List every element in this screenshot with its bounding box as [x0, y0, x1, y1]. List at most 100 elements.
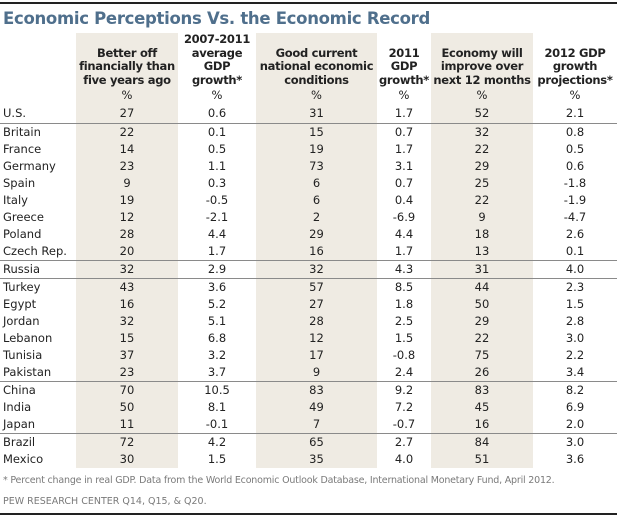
cell-value: 83 [431, 381, 533, 399]
cell-value: 0.3 [207, 176, 227, 190]
cell-value: 1.7 [377, 243, 431, 261]
cell-value: 32 [431, 123, 533, 141]
country-name: Spain [3, 176, 36, 190]
cell-value: 2.0 [533, 416, 617, 434]
cell-value: 0.6 [565, 159, 585, 173]
table-row: Japan 11 -0.1 7 -0.7 16 2.0 [0, 416, 617, 434]
cell-value: 4.0 [394, 452, 414, 466]
cell-value: 44 [431, 278, 533, 296]
table-row: France 14 0.5 19 1.7 22 0.5 [0, 141, 617, 158]
country-name: Czech Rep. [0, 243, 76, 261]
cell-value: 11 [76, 416, 178, 434]
cell-value: 27 [256, 296, 377, 313]
country-name: Pakistan [0, 364, 76, 382]
cell-value: 50 [76, 399, 178, 416]
cell-value: 15 [76, 330, 178, 347]
cell-value: 29 [431, 313, 533, 330]
cell-value: 16 [431, 416, 533, 434]
cell-value: 1.5 [565, 297, 585, 311]
cell-value: 0.1 [533, 243, 617, 261]
cell-value: 29 [256, 226, 377, 243]
column-header: Better off financially than five years a… [76, 33, 178, 103]
cell-value: 0.5 [565, 142, 585, 156]
table-row: Tunisia 37 3.2 17 -0.8 75 2.2 [0, 347, 617, 364]
column-header: 2011 GDP growth*% [377, 33, 431, 103]
country-name: China [3, 383, 36, 397]
cell-value: 1.7 [178, 243, 256, 261]
cell-value: 23 [76, 158, 178, 175]
cell-value: 32 [76, 260, 178, 279]
cell-value: 0.6 [178, 103, 256, 124]
cell-value: 7.2 [394, 400, 414, 414]
cell-value: 32 [256, 260, 377, 279]
cell-value: 6 [256, 192, 377, 209]
cell-value: 0.1 [207, 125, 227, 139]
cell-value: 22 [431, 141, 533, 158]
cell-value: 2 [256, 209, 377, 226]
cell-value: 32 [76, 313, 178, 330]
country-name: Russia [0, 260, 76, 279]
cell-value: 13 [431, 243, 533, 261]
table-row: Italy 19 -0.5 6 0.4 22 -1.9 [0, 192, 617, 209]
country-name: France [3, 142, 42, 156]
cell-value: 8.2 [565, 383, 585, 397]
table-row: Russia 32 2.9 32 4.3 31 4.0 [0, 260, 617, 279]
column-header: Economy will improve over next 12 months… [431, 33, 533, 103]
cell-value: 30 [76, 451, 178, 468]
table-row: Jordan 32 5.1 28 2.5 29 2.8 [0, 313, 617, 330]
column-label: 2012 GDP growth projections* [537, 45, 613, 87]
cell-value: 3.0 [565, 331, 585, 345]
cell-value: -2.1 [205, 210, 229, 224]
cell-value: 51 [431, 451, 533, 468]
cell-value: 17 [256, 347, 377, 364]
cell-value: 35 [256, 451, 377, 468]
cell-value: 4.4 [394, 227, 414, 241]
column-unit: % [569, 88, 581, 102]
table-row: Mexico 30 1.5 35 4.0 51 3.6 [0, 451, 617, 468]
table-row: Czech Rep. 20 1.7 16 1.7 13 0.1 [0, 243, 617, 261]
cell-value: 1.1 [207, 159, 227, 173]
country-name: Lebanon [3, 331, 53, 345]
cell-value: 72 [76, 433, 178, 451]
cell-value: 83 [256, 381, 377, 399]
cell-value: 19 [256, 141, 377, 158]
cell-value: 6.8 [207, 331, 227, 345]
table-row: Pakistan 23 3.7 9 2.4 26 3.4 [0, 364, 617, 382]
table-row: U.S. 27 0.6 31 1.7 52 2.1 [0, 103, 617, 124]
cell-value: 29 [431, 158, 533, 175]
cell-value: 2.5 [394, 314, 414, 328]
column-unit: % [211, 88, 223, 102]
cell-value: 3.7 [178, 364, 256, 382]
table-row: India 50 8.1 49 7.2 45 6.9 [0, 399, 617, 416]
table-row: Turkey 43 3.6 57 8.5 44 2.3 [0, 278, 617, 296]
table-row: Britain 22 0.1 15 0.7 32 0.8 [0, 123, 617, 141]
cell-value: 22 [431, 330, 533, 347]
table-row: Egypt 16 5.2 27 1.8 50 1.5 [0, 296, 617, 313]
cell-value: 3.6 [565, 452, 585, 466]
cell-value: -0.7 [377, 416, 431, 434]
country-name: Egypt [3, 297, 37, 311]
cell-value: 10.5 [204, 383, 230, 397]
country-name: Britain [3, 125, 41, 139]
cell-value: 84 [431, 433, 533, 451]
cell-value: 1.8 [394, 297, 414, 311]
cell-value: 4.2 [207, 435, 227, 449]
cell-value: 75 [431, 347, 533, 364]
column-unit: % [121, 88, 133, 102]
cell-value: 2.4 [377, 364, 431, 382]
cell-value: 26 [431, 364, 533, 382]
cell-value: 31 [256, 103, 377, 124]
column-unit: % [476, 88, 488, 102]
cell-value: 1.5 [207, 452, 227, 466]
cell-value: 28 [76, 226, 178, 243]
cell-value: 3.6 [207, 280, 227, 294]
cell-value: 16 [256, 243, 377, 261]
cell-value: 0.7 [394, 176, 414, 190]
cell-value: 57 [256, 278, 377, 296]
country-name: Turkey [3, 280, 41, 294]
table-row: Lebanon 15 6.8 12 1.5 22 3.0 [0, 330, 617, 347]
cell-value: 28 [256, 313, 377, 330]
column-header: 2007-2011 average GDP growth*% [178, 32, 256, 103]
country-name: Greece [3, 210, 44, 224]
cell-value: 4.3 [377, 260, 431, 279]
